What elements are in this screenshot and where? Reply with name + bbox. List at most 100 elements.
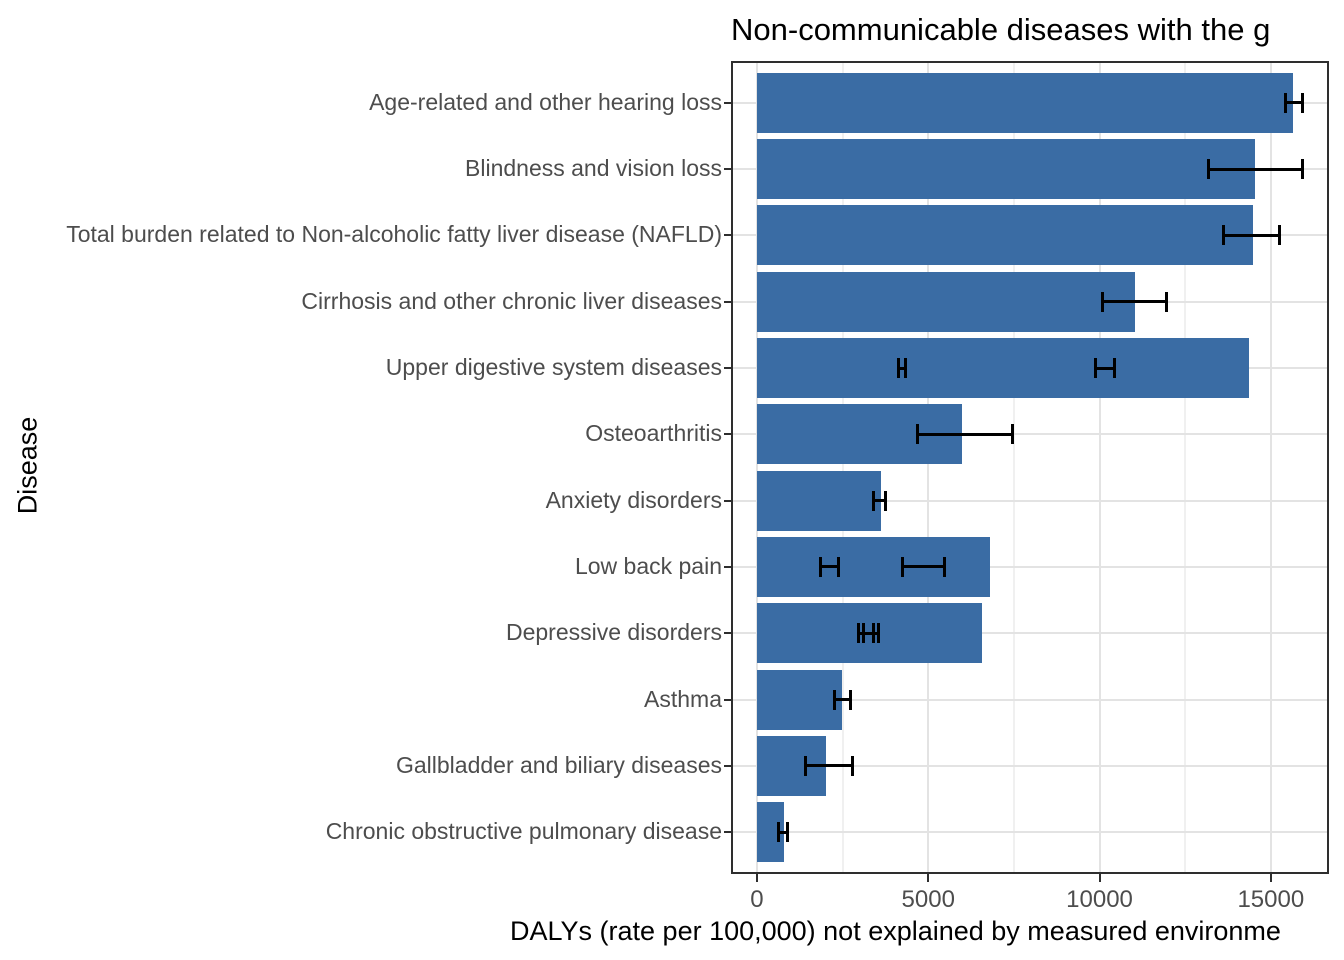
error-bar-cap-right xyxy=(1277,225,1281,246)
error-bar-line xyxy=(1222,233,1280,237)
error-bar-cap-left xyxy=(915,424,919,445)
error-bar-cap-right xyxy=(903,358,907,379)
bar xyxy=(756,536,990,597)
y-category-label: Depressive disorders xyxy=(505,619,722,646)
gridline-x-major xyxy=(755,63,758,872)
x-axis-tick xyxy=(755,874,758,882)
error-bar-cap-right xyxy=(849,689,852,710)
x-tick-label: 0 xyxy=(750,886,764,913)
error-bar-cap-right xyxy=(884,490,888,511)
error-bar-cap-right xyxy=(876,623,880,644)
bar xyxy=(756,205,1253,266)
plot-panel xyxy=(731,61,1329,874)
gridline-y-major xyxy=(733,831,1327,834)
error-bar-cap-left xyxy=(833,689,837,710)
y-category-label: Total burden related to Non-alcoholic fa… xyxy=(66,221,722,248)
error-bar-cap-left xyxy=(900,556,904,577)
error-bar-cap-left xyxy=(1221,225,1225,246)
error-bar-line xyxy=(916,432,1013,436)
y-axis-tick xyxy=(724,433,731,436)
error-bar-line xyxy=(777,830,788,834)
gridline-x-major xyxy=(1269,63,1272,872)
y-axis-tick xyxy=(724,632,731,635)
error-bar-cap-left xyxy=(1207,159,1211,180)
error-bar-line xyxy=(862,631,879,635)
y-category-label: Chronic obstructive pulmonary disease xyxy=(325,818,722,845)
error-bar-line xyxy=(1284,101,1303,105)
x-axis-tick xyxy=(927,874,930,882)
error-bar-line xyxy=(897,366,906,370)
y-category-label: Asthma xyxy=(644,685,722,712)
y-category-label: Low back pain xyxy=(574,552,722,579)
y-axis-tick xyxy=(724,565,731,568)
y-axis-tick xyxy=(724,168,731,171)
x-tick-label: 5000 xyxy=(901,886,955,913)
error-bar-cap-left xyxy=(861,623,865,644)
x-axis-tick xyxy=(1098,874,1101,882)
y-axis-tick xyxy=(724,698,731,701)
error-bar-cap-left xyxy=(1100,291,1104,312)
x-axis-title: DALYs (rate per 100,000) not explained b… xyxy=(510,916,1281,946)
y-category-label: Osteoarthritis xyxy=(585,420,722,447)
gridline-x-major xyxy=(1098,63,1101,872)
bar xyxy=(756,271,1135,332)
error-bar-cap-left xyxy=(1283,92,1287,113)
error-bar-cap-right xyxy=(837,556,841,577)
error-bar-cap-left xyxy=(776,822,780,843)
error-bar-cap-left xyxy=(872,490,876,511)
y-category-label: Age-related and other hearing loss xyxy=(369,88,722,115)
error-bar-line xyxy=(804,764,853,768)
y-axis-tick xyxy=(724,499,731,502)
y-axis-tick xyxy=(724,764,731,767)
error-bar-cap-left xyxy=(857,623,861,644)
error-bar-line xyxy=(834,698,851,702)
error-bar-cap-left xyxy=(819,556,822,577)
error-bar-line xyxy=(873,499,887,503)
y-category-label: Upper digestive system diseases xyxy=(385,354,722,381)
bar xyxy=(756,72,1293,133)
error-bar-cap-left xyxy=(896,358,900,379)
error-bar-cap-right xyxy=(850,755,854,776)
error-bar-line xyxy=(1095,366,1115,370)
gridline-x-minor xyxy=(1184,63,1187,872)
y-axis-tick xyxy=(724,831,731,834)
x-tick-label: 15000 xyxy=(1237,886,1305,913)
error-bar-line xyxy=(1101,300,1168,304)
y-axis-tick xyxy=(724,367,731,370)
x-tick-label: 10000 xyxy=(1066,886,1133,913)
error-bar-cap-right xyxy=(1165,291,1169,312)
error-bar-cap-left xyxy=(803,755,807,776)
error-bar-cap-right xyxy=(943,556,947,577)
error-bar-line xyxy=(820,565,840,569)
y-category-label: Cirrhosis and other chronic liver diseas… xyxy=(301,287,722,314)
gridline-x-minor xyxy=(841,63,844,872)
gridline-y-major xyxy=(733,632,1327,635)
y-category-label: Gallbladder and biliary diseases xyxy=(395,751,722,778)
error-bar-cap-right xyxy=(785,822,789,843)
gridline-x-minor xyxy=(1012,63,1015,872)
x-axis-tick xyxy=(1269,874,1272,882)
gridline-y-major xyxy=(733,698,1327,701)
gridline-y-major xyxy=(733,499,1327,502)
error-bar-cap-left xyxy=(1094,358,1098,379)
bar xyxy=(756,139,1255,200)
gridline-y-major xyxy=(733,764,1327,767)
error-bar-cap-right xyxy=(1112,358,1116,379)
bar xyxy=(756,338,1249,399)
error-bar-cap-right xyxy=(1300,92,1304,113)
gridline-x-major xyxy=(927,63,930,872)
gridline-y-major xyxy=(733,433,1327,436)
y-axis-tick xyxy=(724,101,731,104)
bar xyxy=(756,470,881,531)
error-bar-line xyxy=(901,565,946,569)
y-axis-tick xyxy=(724,300,731,303)
error-bar-cap-right xyxy=(1010,424,1014,445)
y-category-label: Blindness and vision loss xyxy=(465,155,722,182)
error-bar-cap-right xyxy=(1301,159,1305,180)
error-bar-line xyxy=(1208,167,1303,171)
chart-title: Non-communicable diseases with the g xyxy=(731,12,1271,47)
y-category-label: Anxiety disorders xyxy=(545,486,722,513)
y-axis-tick xyxy=(724,234,731,237)
gridline-y-major xyxy=(733,565,1327,568)
